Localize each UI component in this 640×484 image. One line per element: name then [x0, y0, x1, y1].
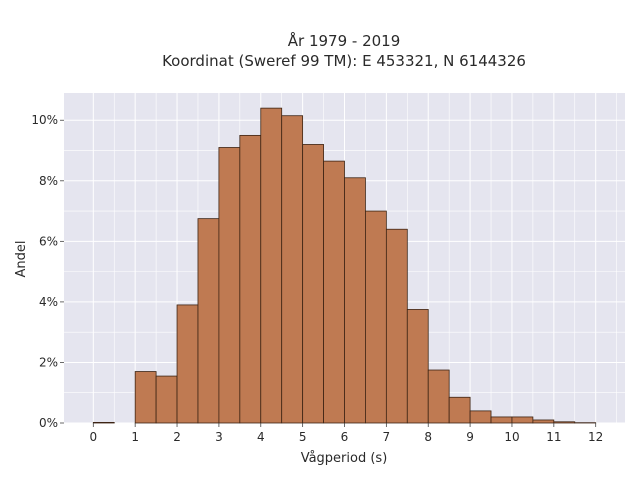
x-axis-label: Vågperiod (s): [301, 451, 388, 466]
histogram-bar: [554, 422, 575, 423]
y-tick-label: 8%: [39, 174, 58, 188]
x-tick-label: 11: [546, 430, 561, 444]
x-tick-label: 10: [504, 430, 519, 444]
y-axis-label: Andel: [14, 241, 29, 278]
y-tick-label: 2%: [39, 355, 58, 369]
histogram-bar: [261, 108, 282, 423]
histogram-bar: [303, 144, 324, 423]
histogram-bar: [156, 376, 177, 423]
x-tick-label: 12: [588, 430, 603, 444]
histogram-bar: [345, 178, 366, 423]
x-tick-label: 1: [131, 430, 139, 444]
histogram-bar: [470, 411, 491, 423]
x-tick-label: 2: [173, 430, 181, 444]
histogram-bar: [386, 229, 407, 423]
histogram-bar: [449, 397, 470, 423]
chart-title-line-1: År 1979 - 2019: [288, 31, 401, 50]
x-tick-label: 7: [383, 430, 391, 444]
y-tick-label: 10%: [31, 113, 58, 127]
histogram-bar: [533, 420, 554, 423]
y-tick-label: 6%: [39, 234, 58, 248]
x-tick-label: 8: [424, 430, 432, 444]
histogram-bar: [491, 417, 512, 423]
x-tick-label: 9: [466, 430, 474, 444]
histogram-bar: [324, 161, 345, 423]
y-tick-label: 0%: [39, 416, 58, 430]
x-tick-label: 3: [215, 430, 223, 444]
histogram-bar: [365, 211, 386, 423]
x-tick-label: 5: [299, 430, 307, 444]
histogram-bar: [240, 135, 261, 423]
chart-title-line-2: Koordinat (Sweref 99 TM): E 453321, N 61…: [162, 52, 526, 70]
y-tick-label: 4%: [39, 295, 58, 309]
histogram-bar: [407, 309, 428, 423]
histogram-bar: [282, 116, 303, 423]
histogram-bar: [219, 147, 240, 423]
histogram-bar: [177, 305, 198, 423]
histogram-bar: [512, 417, 533, 423]
histogram-bar: [135, 372, 156, 423]
x-tick-label: 4: [257, 430, 265, 444]
x-tick-label: 0: [89, 430, 97, 444]
histogram-bar: [93, 422, 114, 423]
histogram-bar: [428, 370, 449, 423]
x-tick-label: 6: [341, 430, 349, 444]
histogram-bar: [198, 219, 219, 423]
